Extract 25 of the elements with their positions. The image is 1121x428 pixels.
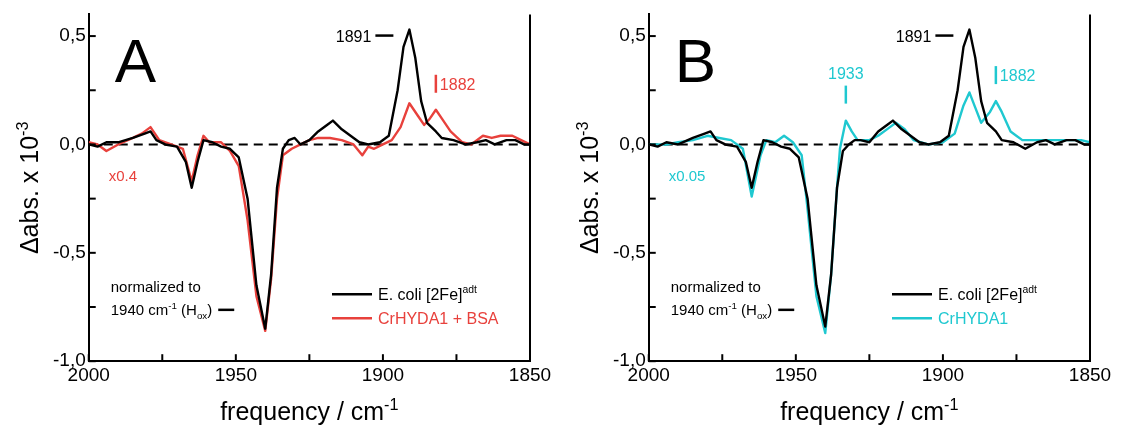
y-tick-label: 0,0	[59, 132, 86, 154]
legend-label: CrHYDA1 + BSA	[378, 310, 499, 328]
annotation: 1882	[439, 75, 476, 93]
y-tick-label: 0,5	[59, 24, 86, 46]
x-tick-label: 1850	[1068, 363, 1112, 385]
annotation: 1891	[335, 27, 372, 45]
chart-title: B	[674, 26, 717, 96]
x-tick-label: 1850	[508, 363, 552, 385]
chart-title: A	[114, 26, 157, 96]
x-tick-label: 1900	[361, 363, 405, 385]
x-tick-label: 1950	[214, 363, 257, 385]
x-tick-label: 1950	[774, 363, 817, 385]
legend-label: CrHYDA1	[938, 310, 1009, 328]
annotation: 1882	[999, 67, 1036, 85]
annotation: 1891	[895, 27, 932, 45]
y-axis-title: Δabs. x 10-3	[12, 121, 43, 255]
annotation: x0.4	[108, 167, 138, 185]
y-axis-title: Δabs. x 10-3	[572, 121, 603, 255]
y-tick-label: 0,0	[619, 132, 646, 154]
x-tick-label: 1900	[921, 363, 965, 385]
y-tick-label: -0,5	[52, 241, 86, 263]
annotation: 1933	[828, 64, 864, 82]
y-tick-label: -0,5	[612, 241, 646, 263]
annotation: x0.05	[668, 167, 706, 185]
y-tick-label: 0,5	[619, 24, 646, 46]
